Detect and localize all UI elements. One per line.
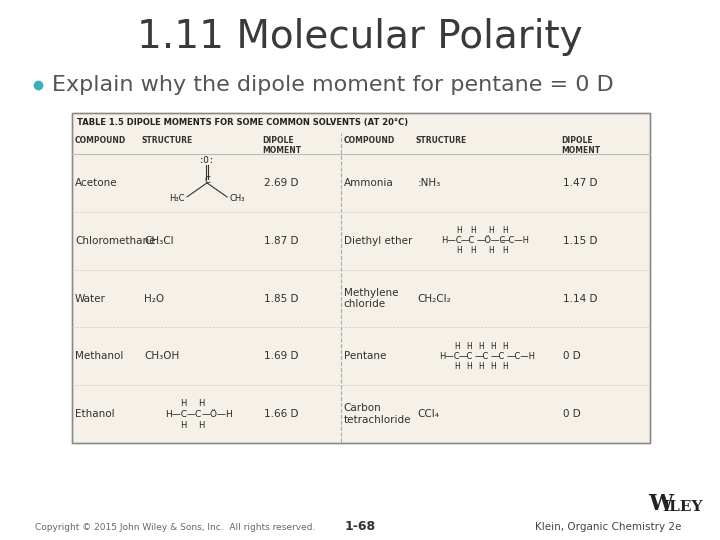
Text: Methanol: Methanol (75, 352, 123, 361)
Text: H₃C: H₃C (169, 194, 185, 204)
Text: W: W (648, 493, 673, 515)
Text: Copyright © 2015 John Wiley & Sons, Inc.  All rights reserved.: Copyright © 2015 John Wiley & Sons, Inc.… (35, 523, 315, 531)
Text: H: H (478, 362, 484, 371)
Text: 1.11 Molecular Polarity: 1.11 Molecular Polarity (138, 18, 582, 56)
Text: H: H (180, 421, 186, 430)
Text: H: H (502, 362, 508, 371)
Text: CH₃: CH₃ (229, 194, 245, 204)
Bar (72, 113, 650, 443)
Text: COMPOUND: COMPOUND (343, 136, 395, 145)
Text: Methylene
chloride: Methylene chloride (343, 288, 398, 309)
Text: Ammonia: Ammonia (343, 178, 394, 188)
Text: H: H (488, 226, 494, 235)
Text: 1.69 D: 1.69 D (264, 352, 299, 361)
Text: H—C: H—C (438, 352, 459, 361)
Bar (72, 113, 650, 443)
Text: Water: Water (75, 294, 106, 303)
Text: 1.15 D: 1.15 D (563, 235, 598, 246)
Text: —C—H: —C—H (501, 236, 530, 245)
Text: 1.47 D: 1.47 D (563, 178, 598, 188)
Text: H: H (198, 421, 204, 430)
Text: H: H (490, 342, 495, 351)
Text: COMPOUND: COMPOUND (75, 136, 126, 145)
Text: TABLE 1.5 DIPOLE MOMENTS FOR SOME COMMON SOLVENTS (AT 20°C): TABLE 1.5 DIPOLE MOMENTS FOR SOME COMMON… (77, 118, 408, 127)
Text: Acetone: Acetone (75, 178, 117, 188)
Text: STRUCTURE: STRUCTURE (415, 136, 467, 145)
Text: :O:: :O: (199, 157, 215, 165)
Text: DIPOLE
MOMENT: DIPOLE MOMENT (561, 136, 600, 156)
Text: Chloromethane: Chloromethane (75, 235, 156, 246)
Text: —C—H: —C—H (507, 352, 536, 361)
Text: H: H (466, 342, 472, 351)
Text: Carbon
tetrachloride: Carbon tetrachloride (343, 403, 411, 425)
Text: H: H (456, 226, 462, 235)
Text: 2.69 D: 2.69 D (264, 178, 299, 188)
Text: H: H (478, 342, 484, 351)
Text: Klein, Organic Chemistry 2e: Klein, Organic Chemistry 2e (535, 522, 681, 532)
Text: Explain why the dipole moment for pentane = 0 D: Explain why the dipole moment for pentan… (52, 75, 613, 95)
Text: STRUCTURE: STRUCTURE (142, 136, 193, 145)
Text: C: C (204, 177, 210, 185)
Text: 0 D: 0 D (563, 409, 580, 419)
Text: —C: —C (491, 352, 505, 361)
Text: H: H (456, 246, 462, 255)
Text: H—C: H—C (441, 236, 462, 245)
Text: H₂O: H₂O (144, 294, 164, 303)
Text: 0 D: 0 D (563, 352, 580, 361)
Text: 1.85 D: 1.85 D (264, 294, 299, 303)
Text: H: H (502, 226, 508, 235)
Text: H: H (470, 246, 476, 255)
Text: CH₃OH: CH₃OH (144, 352, 179, 361)
Text: —C: —C (187, 410, 202, 418)
Text: —C: —C (459, 352, 473, 361)
Text: —C: —C (474, 352, 489, 361)
Text: —Ö—H: —Ö—H (202, 410, 234, 418)
Text: H: H (488, 246, 494, 255)
Text: :NH₃: :NH₃ (418, 178, 441, 188)
Text: CH₂Cl₂: CH₂Cl₂ (418, 294, 451, 303)
Text: H: H (454, 342, 459, 351)
Text: 1.87 D: 1.87 D (264, 235, 299, 246)
Text: 1.66 D: 1.66 D (264, 409, 299, 419)
Text: H: H (470, 226, 476, 235)
Text: H—C: H—C (165, 410, 187, 418)
Text: ILEY: ILEY (662, 500, 703, 514)
Text: H: H (502, 342, 508, 351)
Text: Ethanol: Ethanol (75, 409, 114, 419)
Text: H: H (454, 362, 459, 371)
Text: Diethyl ether: Diethyl ether (343, 235, 412, 246)
Text: H: H (180, 399, 186, 408)
Text: 1-68: 1-68 (344, 521, 376, 534)
Text: H: H (502, 246, 508, 255)
Text: DIPOLE
MOMENT: DIPOLE MOMENT (262, 136, 301, 156)
Text: H: H (490, 362, 495, 371)
Text: CCl₄: CCl₄ (418, 409, 440, 419)
Text: H: H (198, 399, 204, 408)
Text: CH₃Cl: CH₃Cl (144, 235, 174, 246)
Text: H: H (466, 362, 472, 371)
Text: —C: —C (461, 236, 475, 245)
Text: Pentane: Pentane (343, 352, 386, 361)
Text: 1.14 D: 1.14 D (563, 294, 598, 303)
Text: —Ö—C: —Ö—C (477, 236, 506, 245)
